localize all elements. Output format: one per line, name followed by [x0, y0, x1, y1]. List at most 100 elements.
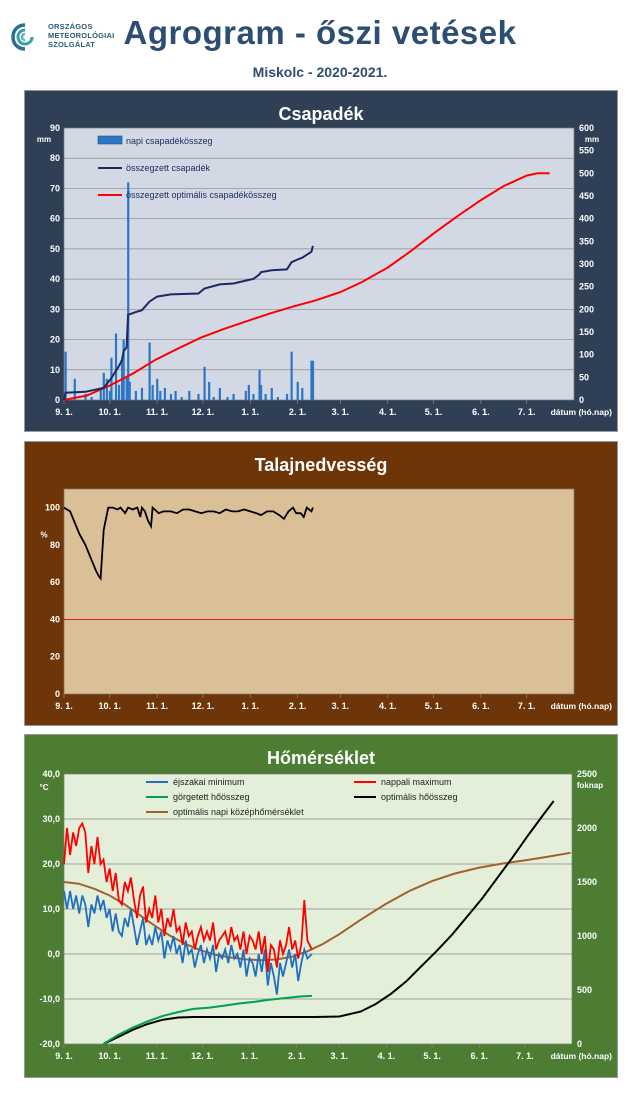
optimal-cumulative-precip-line: [63, 172, 550, 401]
y-tick-label: 40,0: [42, 769, 60, 779]
legend-max-temp-label: nappali maximum: [381, 777, 452, 787]
x-tick-label: 9. 1.: [55, 407, 73, 417]
x-tick-label: 11. 1.: [146, 701, 168, 711]
y2-tick-label: 600: [579, 123, 594, 133]
x-tick-label: 9. 1.: [55, 1051, 73, 1061]
y-tick-label: 20: [50, 652, 60, 662]
y2-tick-label: 1000: [577, 931, 597, 941]
precip-bar: [140, 387, 144, 400]
y-tick-label: 20,0: [42, 859, 60, 869]
y-tick-label: 80: [50, 540, 60, 550]
precip-bar: [134, 390, 137, 400]
precip-bar: [285, 393, 289, 400]
precip-bar: [117, 384, 121, 400]
x-tick-label: 6. 1.: [472, 701, 490, 711]
precip-bar: [128, 381, 131, 400]
y2-tick-label: 450: [579, 191, 594, 201]
precip-bar: [197, 393, 200, 400]
legend-swatch-daily-precip: [97, 135, 123, 145]
precip-bar: [290, 351, 293, 400]
precip-bar: [73, 378, 76, 400]
precip-bar: [301, 387, 304, 400]
y2-tick-label: 1500: [577, 877, 597, 887]
precip-bar: [264, 393, 267, 400]
precip-bar: [148, 342, 151, 400]
y2-tick-label: 550: [579, 146, 594, 156]
optimal-heat-sum-line: [103, 800, 555, 1045]
x-tick-label: 12. 1.: [192, 701, 215, 711]
precip-bar: [163, 387, 166, 400]
legend-min-temp-label: éjszakai minimum: [173, 777, 245, 787]
y-tick-label: 10: [50, 365, 60, 375]
x-tick-label: 3. 1.: [331, 1051, 349, 1061]
precip-bar: [203, 366, 206, 400]
x-tick-label: 5. 1.: [425, 407, 443, 417]
precip-bar: [276, 396, 279, 400]
y-tick-label: 0: [55, 395, 60, 405]
x-tick-label: 7. 1.: [518, 701, 536, 711]
y2-axis-unit-label: mm: [585, 135, 599, 144]
x-tick-label: 4. 1.: [378, 1051, 396, 1061]
x-tick-label: 10. 1.: [99, 701, 122, 711]
y2-tick-label: 0: [579, 395, 584, 405]
y-tick-label: 40: [50, 274, 60, 284]
precip-bar: [244, 390, 247, 400]
precip-bar: [247, 384, 250, 400]
max-temp-line: [63, 821, 313, 973]
x-tick-label: 4. 1.: [379, 407, 397, 417]
logo-text: ORSZÁGOS METEOROLÓGIAI SZOLGÁLAT: [48, 22, 115, 49]
y2-tick-label: 350: [579, 236, 594, 246]
precip-bar: [212, 396, 215, 400]
precip-bar: [127, 182, 130, 400]
y-tick-label: 40: [50, 614, 60, 624]
y-tick-label: 30: [50, 304, 60, 314]
precip-bar: [64, 351, 67, 400]
x-tick-label: 7. 1.: [516, 1051, 534, 1061]
y2-tick-label: 2500: [577, 769, 597, 779]
page-header: ORSZÁGOS METEOROLÓGIAI SZOLGÁLAT Agrogra…: [0, 0, 640, 86]
chart-panel-precipitation: Csapadék 0 10 20 30 40 50 60 70 80 90 mm 0 50 100 150 20…: [24, 90, 618, 432]
precip-bar: [125, 375, 128, 400]
x-tick-label: 6. 1.: [470, 1051, 488, 1061]
x-tick-label: 9. 1.: [55, 701, 73, 711]
x-tick-label: 5. 1.: [425, 701, 443, 711]
x-tick-label: 6. 1.: [472, 407, 490, 417]
precip-bar: [311, 360, 315, 400]
chart-title: Csapadék: [278, 104, 364, 124]
y-tick-label: -10,0: [39, 994, 60, 1004]
y2-tick-label: 500: [577, 985, 592, 995]
chart-title: Talajnedvesség: [255, 455, 388, 475]
legend-label-cumulative-precip: összegzett csapadék: [126, 163, 211, 173]
soil-moisture-line: [63, 505, 314, 581]
y2-tick-label: 400: [579, 214, 594, 224]
precip-bar: [159, 390, 162, 400]
y2-tick-label: 0: [577, 1039, 582, 1049]
precip-bar: [84, 393, 87, 400]
precip-bar: [174, 390, 177, 400]
precip-bar: [121, 360, 124, 400]
y2-tick-label: 300: [579, 259, 594, 269]
y2-tick-label: 50: [579, 372, 589, 382]
min-temp-line: [63, 890, 313, 995]
y-tick-label: 10,0: [42, 904, 60, 914]
precip-bar: [310, 360, 313, 400]
x-tick-label: 4. 1.: [379, 701, 397, 711]
x-axis-label: dátum (hó.nap): [551, 407, 613, 417]
page-title: Agrogram - őszi vetések: [123, 14, 517, 51]
legend-optimal-heat-sum-label: optimális hőösszeg: [381, 792, 458, 802]
x-tick-label: 2. 1.: [289, 407, 307, 417]
precip-bar: [232, 393, 235, 400]
x-tick-label: 3. 1.: [332, 407, 350, 417]
precip-bar: [122, 339, 125, 400]
y-tick-label: 90: [50, 123, 60, 133]
x-tick-label: 1. 1.: [241, 1051, 259, 1061]
y2-tick-label: 150: [579, 327, 594, 337]
precip-bar: [151, 384, 154, 400]
plot-area: [63, 488, 575, 695]
y-tick-label: -20,0: [39, 1039, 60, 1049]
omsz-logo: ORSZÁGOS METEOROLÓGIAI SZOLGÁLAT: [10, 22, 130, 58]
precip-bar: [259, 384, 263, 400]
cumulative-precip-line: [63, 245, 314, 401]
optimal-mean-temp-line: [63, 851, 571, 962]
logo-swirl-icon: [11, 23, 34, 51]
